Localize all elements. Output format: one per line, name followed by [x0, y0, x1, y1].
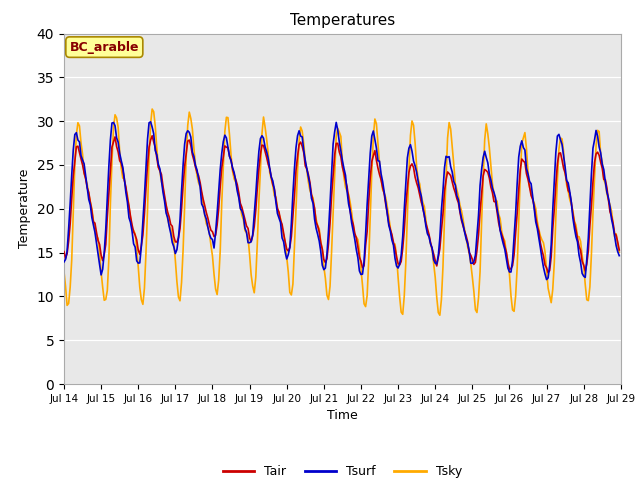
Title: Temperatures: Temperatures [290, 13, 395, 28]
X-axis label: Time: Time [327, 409, 358, 422]
Y-axis label: Temperature: Temperature [18, 169, 31, 249]
Legend: Tair, Tsurf, Tsky: Tair, Tsurf, Tsky [218, 460, 467, 480]
Text: BC_arable: BC_arable [70, 41, 139, 54]
